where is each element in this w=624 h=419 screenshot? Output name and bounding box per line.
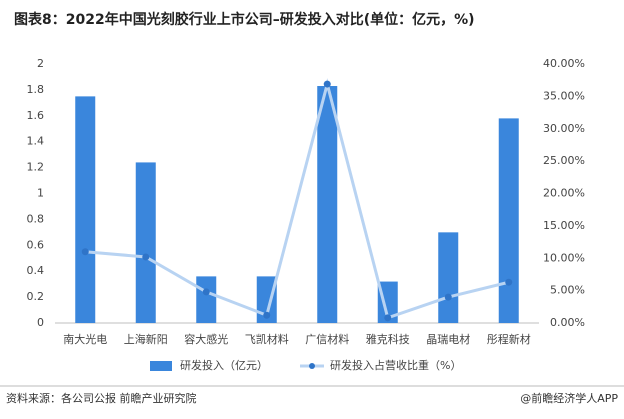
y-tick-label: 1.4	[27, 135, 45, 148]
y-tick-label: 1	[37, 187, 44, 200]
bar	[135, 162, 156, 323]
bar	[256, 276, 277, 323]
chart-title: 图表8：2022年中国光刻胶行业上市公司–研发投入对比(单位：亿元，%)	[14, 11, 475, 28]
bar	[75, 96, 96, 323]
x-tick-label: 容大感光	[184, 332, 228, 346]
y2-tick-label: 5.00%	[550, 284, 585, 297]
y-tick-label: 0.4	[27, 264, 45, 277]
x-tick-label: 飞凯材料	[245, 332, 289, 346]
y-tick-label: 1.8	[27, 83, 45, 96]
x-tick-label: 上海新阳	[124, 332, 168, 346]
y2-tick-label: 25.00%	[543, 154, 585, 167]
line-marker	[202, 288, 210, 296]
bar	[438, 232, 459, 323]
legend-label: 研发投入（亿元）	[180, 358, 268, 372]
line	[85, 78, 510, 320]
y2-tick-label: 30.00%	[543, 122, 585, 135]
x-tick-label: 晶瑞电材	[426, 332, 470, 346]
x-tick-label: 南大光电	[63, 332, 107, 346]
legend-swatch	[150, 361, 172, 371]
legend-marker	[309, 363, 315, 369]
x-tick-label: 广信材料	[305, 332, 349, 346]
y2-tick-label: 35.00%	[543, 89, 585, 102]
line-marker	[323, 80, 331, 88]
y2-tick-label: 40.00%	[543, 57, 585, 70]
y-tick-label: 0.2	[27, 290, 45, 303]
x-tick-label: 雅克科技	[366, 332, 410, 346]
bar	[317, 86, 338, 323]
y-tick-label: 1.6	[27, 109, 45, 122]
source: 资料来源：各公司公报 前瞻产业研究院	[6, 391, 197, 405]
line-marker	[444, 293, 452, 301]
line-marker	[263, 311, 271, 319]
y-tick-label: 1.2	[27, 161, 45, 174]
line-marker	[384, 314, 392, 322]
y2-tick-label: 15.00%	[543, 219, 585, 232]
x-tick-label: 彤程新材	[487, 332, 531, 346]
credit: @前瞻经济学人APP	[520, 391, 618, 405]
y2-tick-label: 0.00%	[550, 316, 585, 329]
y-tick-label: 0.6	[27, 238, 45, 251]
legend-label: 研发投入占营收比重（%）	[330, 358, 461, 372]
y-tick-label: 2	[37, 57, 44, 70]
y-tick-label: 0.8	[27, 212, 45, 225]
bar	[498, 118, 519, 323]
y-tick-label: 0	[37, 316, 44, 329]
y2-tick-label: 10.00%	[543, 251, 585, 264]
line-marker	[505, 278, 513, 286]
y2-tick-label: 20.00%	[543, 187, 585, 200]
bar	[377, 281, 398, 323]
line-marker	[142, 253, 150, 261]
line-marker	[81, 248, 89, 256]
bar	[196, 276, 217, 323]
